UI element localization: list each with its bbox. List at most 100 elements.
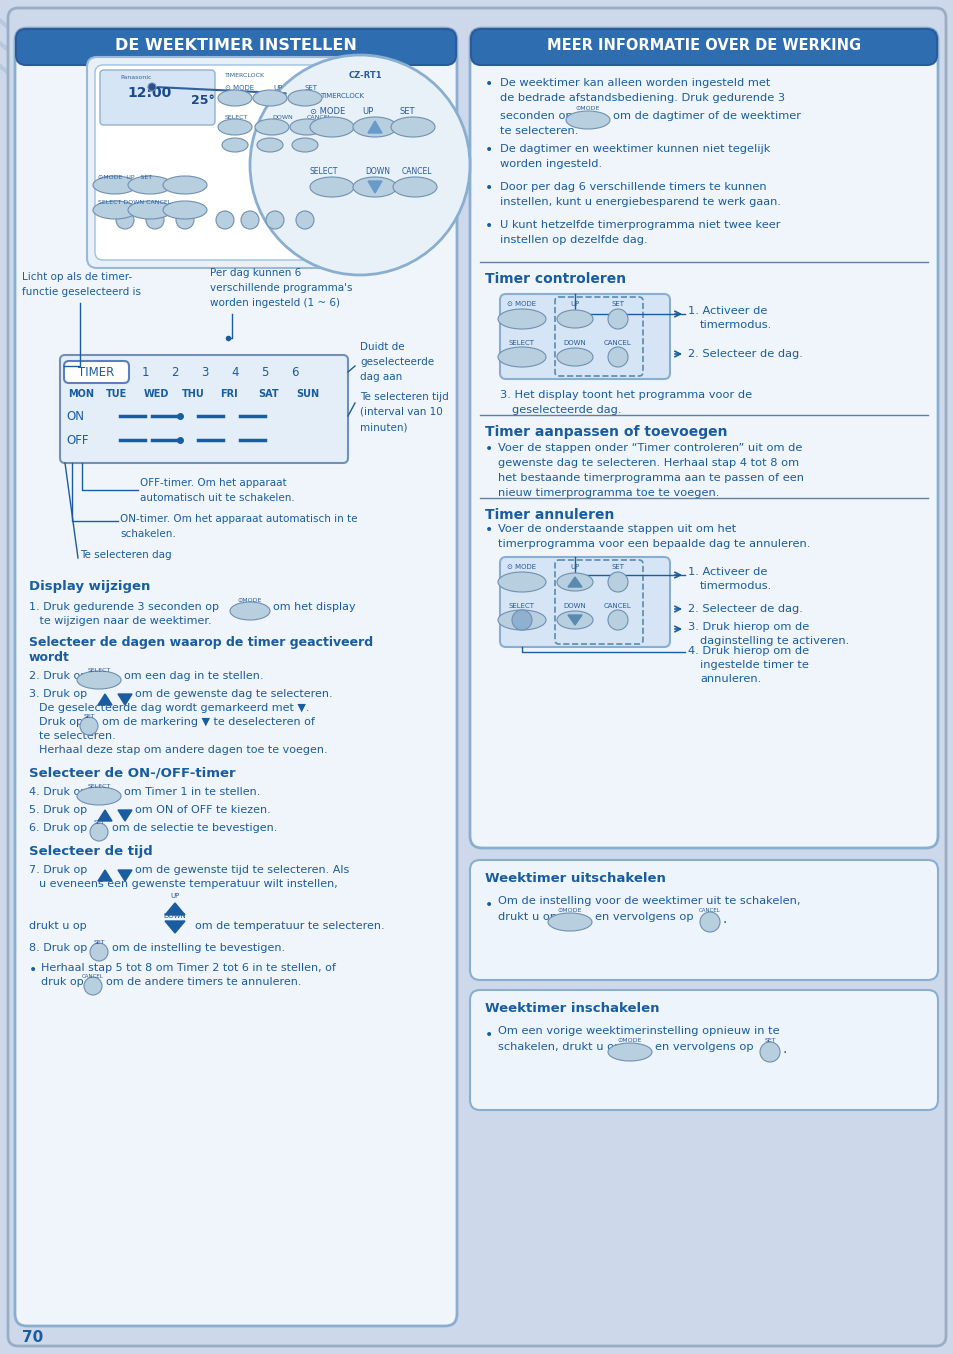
Text: UP: UP [273,85,282,91]
FancyBboxPatch shape [60,355,348,463]
FancyBboxPatch shape [16,28,456,65]
Text: instellen, kunt u energiebesparend te werk gaan.: instellen, kunt u energiebesparend te we… [499,196,781,207]
Text: om de andere timers te annuleren.: om de andere timers te annuleren. [106,978,301,987]
Text: schakelen.: schakelen. [120,529,175,539]
Text: de bedrade afstandsbediening. Druk gedurende 3: de bedrade afstandsbediening. Druk gedur… [499,93,784,103]
Text: Selecteer de ON-/OFF-timer: Selecteer de ON-/OFF-timer [29,766,235,780]
Text: Herhaal deze stap om andere dagen toe te voegen.: Herhaal deze stap om andere dagen toe te… [39,745,327,756]
FancyBboxPatch shape [100,70,214,125]
Text: Display wijzigen: Display wijzigen [29,580,151,593]
Text: 1. Activeer de: 1. Activeer de [687,306,766,315]
Circle shape [295,211,314,229]
Text: te selecteren.: te selecteren. [39,731,115,741]
Text: te wijzigen naar de weektimer.: te wijzigen naar de weektimer. [29,616,212,626]
Text: 3. Druk op: 3. Druk op [29,689,87,699]
Text: dag aan: dag aan [359,372,402,382]
FancyBboxPatch shape [499,294,669,379]
Polygon shape [98,871,112,881]
Text: SELECT: SELECT [225,115,248,121]
Text: gewenste dag te selecteren. Herhaal stap 4 tot 8 om: gewenste dag te selecteren. Herhaal stap… [497,458,799,468]
Text: SET: SET [399,107,416,116]
Circle shape [760,1043,780,1062]
Text: 70: 70 [22,1331,43,1346]
Ellipse shape [92,176,137,194]
Ellipse shape [218,89,252,106]
Text: drukt u op: drukt u op [497,913,557,922]
Text: 6. Druk op: 6. Druk op [29,823,87,833]
Polygon shape [567,615,581,626]
Text: Selecteer de tijd: Selecteer de tijd [29,845,152,858]
Text: FRI: FRI [220,389,237,399]
Text: om de gewenste tijd te selecteren. Als: om de gewenste tijd te selecteren. Als [135,865,349,875]
Text: SET: SET [611,301,624,307]
Text: OFF: OFF [66,433,89,447]
Text: TIMERCLOCK: TIMERCLOCK [225,73,265,79]
Text: Duidt de: Duidt de [359,343,404,352]
Text: om de instelling te bevestigen.: om de instelling te bevestigen. [112,942,285,953]
Text: Om de instelling voor de weektimer uit te schakelen,: Om de instelling voor de weektimer uit t… [497,896,800,906]
FancyBboxPatch shape [470,990,937,1110]
Text: 2. Druk op: 2. Druk op [29,672,87,681]
Ellipse shape [557,310,593,328]
Text: 12:00: 12:00 [128,87,172,100]
Circle shape [241,211,258,229]
Ellipse shape [497,571,545,592]
Text: 4. Druk op: 4. Druk op [29,787,87,798]
Text: Herhaal stap 5 tot 8 om Timer 2 tot 6 in te stellen, of: Herhaal stap 5 tot 8 om Timer 2 tot 6 in… [41,963,335,974]
Text: timerprogramma voor een bepaalde dag te annuleren.: timerprogramma voor een bepaalde dag te … [497,539,809,548]
Text: SUN: SUN [295,389,319,399]
Circle shape [90,942,108,961]
Circle shape [266,211,284,229]
Text: worden ingesteld (1 ~ 6): worden ingesteld (1 ~ 6) [210,298,339,307]
Text: De geselecteerde dag wordt gemarkeerd met ▼.: De geselecteerde dag wordt gemarkeerd me… [39,703,309,714]
Text: Licht op als de timer-: Licht op als de timer- [22,272,132,282]
Text: 4: 4 [231,366,238,379]
Text: om de gewenste dag te selecteren.: om de gewenste dag te selecteren. [135,689,333,699]
Circle shape [250,56,470,275]
Text: (interval van 10: (interval van 10 [359,408,442,417]
Text: wordt: wordt [29,651,70,663]
Text: Selecteer de dagen waarop de timer geactiveerd: Selecteer de dagen waarop de timer geact… [29,636,373,649]
Ellipse shape [218,119,252,135]
Text: 3: 3 [201,366,209,379]
Text: ⊙ MODE: ⊙ MODE [310,107,345,116]
Text: worden ingesteld.: worden ingesteld. [499,158,601,169]
Text: 1. Druk gedurende 3 seconden op: 1. Druk gedurende 3 seconden op [29,603,219,612]
Text: 6: 6 [291,366,298,379]
Text: ⊙MODE: ⊙MODE [618,1037,641,1043]
Text: SELECT DOWN CANCEL: SELECT DOWN CANCEL [98,200,172,204]
Text: DOWN: DOWN [365,167,390,176]
Text: TUE: TUE [106,389,127,399]
Text: .: . [722,913,726,926]
Circle shape [80,718,98,735]
Text: ON: ON [66,409,84,422]
FancyBboxPatch shape [15,28,456,1326]
Text: Timer annuleren: Timer annuleren [484,508,614,523]
Ellipse shape [163,176,207,194]
Text: DOWN: DOWN [563,340,586,347]
Text: ⊙MODE: ⊙MODE [576,107,599,111]
Text: Timer controleren: Timer controleren [484,272,625,286]
Ellipse shape [497,611,545,630]
FancyBboxPatch shape [64,362,129,383]
Text: om een dag in te stellen.: om een dag in te stellen. [124,672,263,681]
Text: ingestelde timer te: ingestelde timer te [700,659,808,670]
Circle shape [84,978,102,995]
Text: Om een vorige weektimerinstelling opnieuw in te: Om een vorige weektimerinstelling opnieu… [497,1026,779,1036]
Text: De weektimer kan alleen worden ingesteld met: De weektimer kan alleen worden ingesteld… [499,79,770,88]
Text: .: . [782,1043,786,1056]
Text: DOWN: DOWN [272,115,293,121]
FancyBboxPatch shape [499,556,669,647]
Ellipse shape [557,348,593,366]
Text: om de selectie te bevestigen.: om de selectie te bevestigen. [112,823,277,833]
Text: •: • [484,441,493,456]
Ellipse shape [253,89,287,106]
Polygon shape [118,871,132,881]
Ellipse shape [565,111,609,129]
Text: Per dag kunnen 6: Per dag kunnen 6 [210,268,301,278]
Text: verschillende programma's: verschillende programma's [210,283,352,292]
Text: SET: SET [611,565,624,570]
Ellipse shape [77,787,121,806]
Text: Timer aanpassen of toevoegen: Timer aanpassen of toevoegen [484,425,727,439]
Ellipse shape [393,177,436,196]
